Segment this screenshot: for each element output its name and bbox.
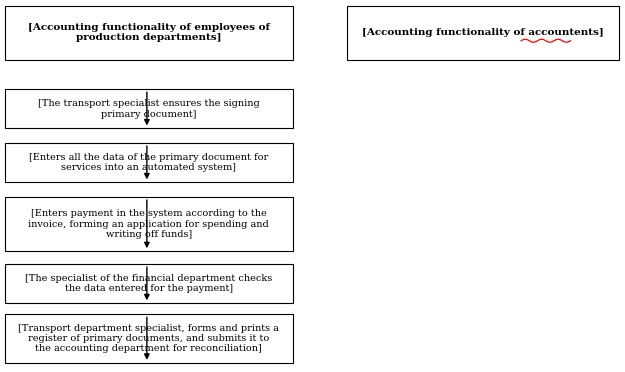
FancyBboxPatch shape [5, 143, 292, 182]
Text: [Accounting functionality of accountents]: [Accounting functionality of accountents… [362, 28, 604, 37]
Text: [The specialist of the financial department checks
the data entered for the paym: [The specialist of the financial departm… [25, 274, 272, 294]
Text: [The transport specialist ensures the signing
primary document]: [The transport specialist ensures the si… [38, 99, 259, 119]
FancyBboxPatch shape [5, 264, 292, 303]
FancyBboxPatch shape [5, 89, 292, 128]
FancyBboxPatch shape [5, 197, 292, 251]
FancyBboxPatch shape [5, 314, 292, 363]
Text: [Enters payment in the system according to the
invoice, forming an application f: [Enters payment in the system according … [28, 209, 269, 239]
FancyBboxPatch shape [5, 6, 292, 60]
Text: [Accounting functionality of employees of
production departments]: [Accounting functionality of employees o… [28, 23, 270, 42]
FancyBboxPatch shape [347, 6, 619, 60]
Text: [Transport department specialist, forms and prints a
register of primary documen: [Transport department specialist, forms … [18, 324, 279, 353]
Text: [Enters all the data of the primary document for
services into an automated syst: [Enters all the data of the primary docu… [29, 153, 268, 173]
